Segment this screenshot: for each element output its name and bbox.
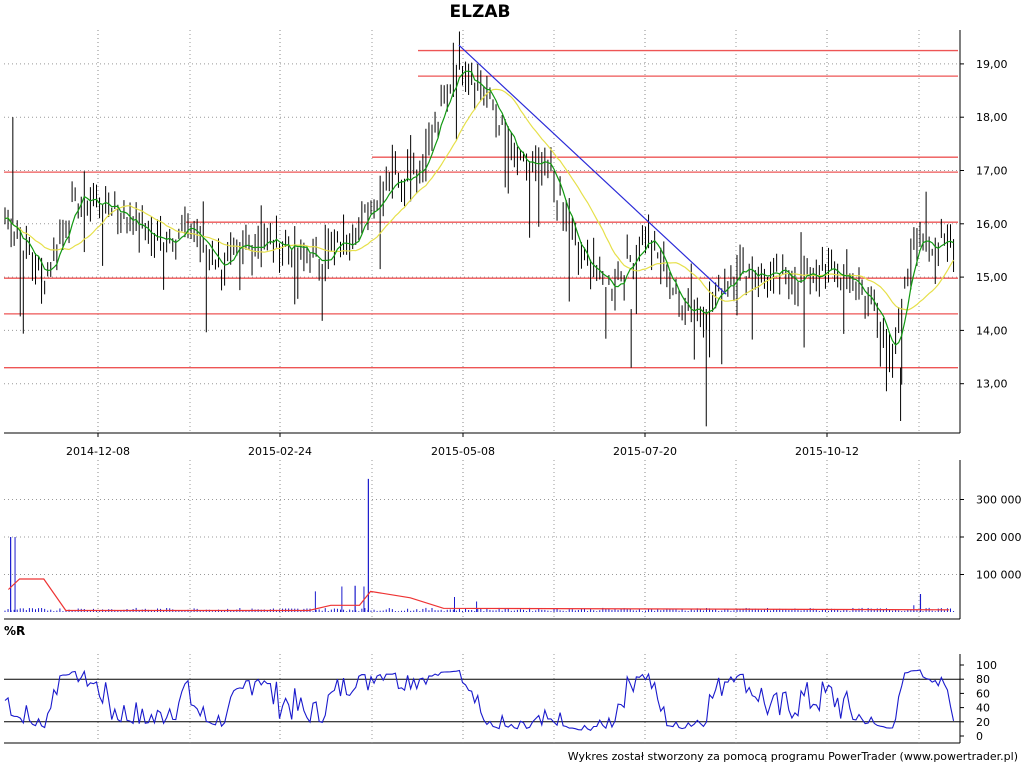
price-bars <box>4 31 955 427</box>
wr-y-tick-label: 40 <box>976 702 990 715</box>
x-tick-label: 2015-02-24 <box>248 445 312 458</box>
price-y-tick-label: 17,00 <box>976 165 1008 178</box>
trendline <box>458 44 727 295</box>
price-y-tick-label: 19,00 <box>976 58 1008 71</box>
x-tick-label: 2015-07-20 <box>613 445 677 458</box>
williams-r-label: %R <box>4 624 26 638</box>
wr-y-tick-label: 100 <box>976 659 997 672</box>
price-y-tick-label: 15,00 <box>976 271 1008 284</box>
slow-moving-average <box>4 88 955 311</box>
wr-y-tick-label: 80 <box>976 673 990 686</box>
wr-y-tick-label: 0 <box>976 730 983 743</box>
x-tick-label: 2015-10-12 <box>795 445 859 458</box>
fast-moving-average <box>4 70 954 346</box>
wr-y-tick-label: 20 <box>976 716 990 729</box>
volume-y-tick-label: 200 000 <box>976 531 1022 544</box>
volume-y-tick-label: 300 000 <box>976 494 1022 507</box>
volume-y-tick-label: 100 000 <box>976 569 1022 582</box>
price-y-tick-label: 13,00 <box>976 378 1008 391</box>
williams-r-line <box>4 669 955 731</box>
volume-bars <box>4 478 955 612</box>
price-y-tick-label: 14,00 <box>976 324 1008 337</box>
price-y-tick-label: 18,00 <box>976 111 1008 124</box>
wr-y-tick-label: 60 <box>976 687 990 700</box>
x-tick-label: 2015-05-08 <box>431 445 495 458</box>
volume-average-line <box>7 578 950 612</box>
chart-title: ELZAB <box>449 2 511 22</box>
x-tick-label: 2014-12-08 <box>66 445 130 458</box>
price-y-tick-label: 16,00 <box>976 218 1008 231</box>
footer-credit: Wykres został stworzony za pomocą progra… <box>567 750 1018 763</box>
